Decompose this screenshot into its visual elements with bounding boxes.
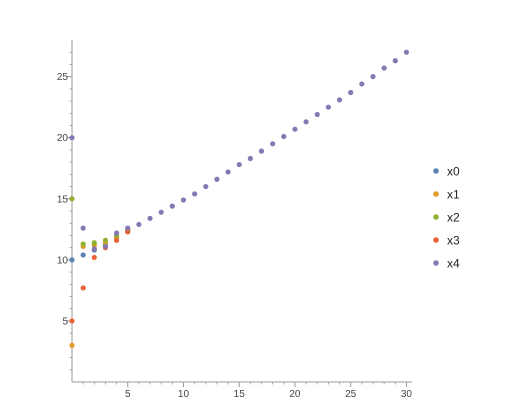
legend-marker-x3 bbox=[433, 237, 439, 243]
data-point-x4 bbox=[102, 243, 109, 250]
legend-label-x0: x0 bbox=[447, 165, 460, 179]
data-point-x3 bbox=[125, 229, 131, 235]
x-tick-label: 5 bbox=[125, 389, 131, 400]
x-tick-label: 25 bbox=[345, 389, 357, 400]
data-point-x4 bbox=[381, 65, 387, 71]
legend-label-x4: x4 bbox=[447, 257, 460, 271]
legend-marker-x2 bbox=[433, 214, 439, 220]
data-point-x4 bbox=[247, 155, 253, 162]
data-point-x0 bbox=[69, 257, 75, 263]
data-point-x2 bbox=[80, 241, 86, 247]
data-point-x4 bbox=[314, 111, 320, 118]
data-point-x4 bbox=[370, 74, 376, 80]
data-point-x4 bbox=[270, 141, 276, 147]
data-point-x4 bbox=[336, 97, 343, 103]
x-tick-label: 20 bbox=[289, 389, 301, 400]
y-tick-label: 10 bbox=[57, 255, 69, 266]
legend-marker-x1 bbox=[433, 191, 439, 197]
data-point-x4 bbox=[236, 161, 242, 168]
data-point-x1 bbox=[69, 342, 75, 348]
data-point-x3 bbox=[113, 237, 120, 243]
data-points bbox=[69, 49, 410, 348]
data-point-x4 bbox=[303, 119, 309, 125]
data-point-x4 bbox=[192, 191, 198, 197]
data-point-x2 bbox=[102, 237, 109, 243]
data-point-x2 bbox=[69, 196, 75, 202]
legend-label-x3: x3 bbox=[447, 234, 460, 248]
data-point-x4 bbox=[91, 246, 97, 252]
legend: x0 x1 x2 x3 x4 bbox=[433, 165, 460, 271]
data-point-x4 bbox=[125, 225, 131, 231]
y-tick-label: 5 bbox=[62, 316, 68, 327]
data-point-x3 bbox=[69, 318, 75, 324]
data-point-x4 bbox=[158, 209, 164, 215]
data-point-x4 bbox=[203, 183, 209, 190]
y-tick-label: 15 bbox=[57, 194, 69, 205]
data-point-x4 bbox=[225, 169, 231, 175]
data-point-x4 bbox=[136, 221, 142, 228]
legend-marker-x4 bbox=[433, 260, 439, 266]
data-point-x4 bbox=[147, 215, 153, 221]
data-point-x4 bbox=[281, 133, 287, 140]
data-point-x0 bbox=[80, 252, 86, 258]
data-point-x4 bbox=[180, 197, 187, 203]
data-point-x4 bbox=[348, 89, 354, 96]
legend-marker-x0 bbox=[433, 168, 439, 174]
x-tick-label: 10 bbox=[178, 389, 190, 400]
legend-label-x2: x2 bbox=[447, 211, 460, 225]
data-point-x4 bbox=[292, 126, 298, 132]
axes: 5 10 15 20 25 30 5 10 15 20 25 bbox=[57, 40, 413, 400]
data-point-x4 bbox=[214, 176, 220, 182]
data-point-x4 bbox=[258, 148, 265, 154]
y-tick-label: 25 bbox=[57, 72, 69, 83]
data-point-x4 bbox=[80, 225, 86, 231]
data-point-x4 bbox=[359, 81, 365, 87]
data-point-x4 bbox=[69, 135, 75, 141]
data-point-x3 bbox=[80, 285, 86, 291]
x-tick-label: 15 bbox=[234, 389, 246, 400]
y-tick-label: 20 bbox=[57, 133, 69, 144]
data-point-x4 bbox=[325, 104, 331, 110]
legend-label-x1: x1 bbox=[447, 188, 460, 202]
data-point-x4 bbox=[403, 49, 410, 55]
data-point-x4 bbox=[113, 230, 120, 236]
data-point-x2 bbox=[91, 240, 97, 246]
x-tick-label: 30 bbox=[401, 389, 413, 400]
data-point-x3 bbox=[91, 254, 97, 261]
data-point-x4 bbox=[169, 203, 175, 209]
data-point-x4 bbox=[392, 58, 398, 64]
